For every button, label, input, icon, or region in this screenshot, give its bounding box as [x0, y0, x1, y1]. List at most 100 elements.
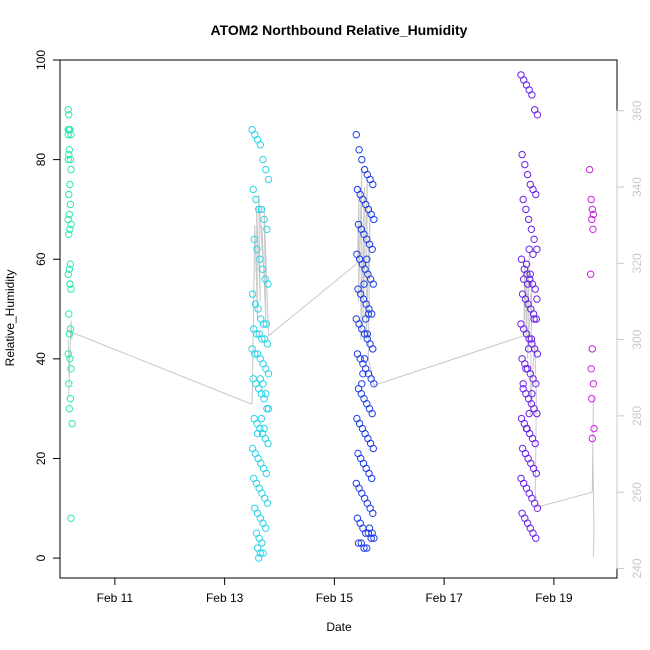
data-point	[532, 315, 540, 323]
data-point	[256, 549, 264, 557]
data-point	[249, 185, 257, 194]
y2-tick-label: 360	[630, 100, 644, 120]
data-point	[262, 165, 270, 174]
data-point	[260, 424, 268, 433]
data-point	[533, 504, 542, 512]
data-point	[262, 390, 270, 398]
data-point	[524, 454, 532, 463]
data-point	[588, 434, 596, 443]
data-point	[530, 235, 538, 244]
data-point	[588, 205, 596, 214]
data-point	[262, 320, 270, 328]
data-point	[264, 405, 273, 413]
data-point	[254, 305, 262, 313]
data-point	[531, 439, 539, 448]
data-point	[533, 409, 541, 418]
data-point	[368, 310, 376, 318]
data-point	[256, 255, 264, 263]
y2-tick-label: 300	[630, 329, 644, 349]
scatter-points-group	[64, 71, 598, 562]
data-point	[250, 235, 259, 244]
data-point	[258, 265, 267, 273]
data-point	[67, 365, 75, 373]
data-point	[370, 534, 378, 542]
data-point	[264, 175, 273, 184]
data-point	[259, 380, 267, 388]
data-point	[264, 280, 272, 288]
data-point	[369, 345, 377, 353]
data-point	[256, 141, 264, 149]
x-axis-label: Date	[326, 620, 352, 634]
data-point	[370, 215, 378, 224]
data-point	[369, 180, 377, 189]
x-tick-label: Feb 11	[97, 591, 134, 605]
data-point	[522, 424, 531, 433]
y2-tick-label: 260	[630, 482, 644, 502]
data-point	[352, 131, 360, 139]
x-tick-label: Feb 13	[206, 591, 244, 605]
data-point	[66, 200, 75, 209]
data-point	[263, 225, 271, 234]
data-point	[253, 429, 262, 438]
data-point	[65, 210, 74, 219]
data-point	[363, 255, 371, 263]
data-point	[365, 405, 374, 413]
data-point	[258, 335, 266, 343]
data-point	[66, 180, 74, 189]
trace-segment-4	[356, 167, 374, 378]
data-point	[528, 390, 536, 398]
data-point	[590, 424, 598, 433]
data-point	[252, 479, 261, 488]
chart-title: ATOM2 Northbound Relative_Humidity	[211, 22, 468, 38]
data-point	[253, 509, 262, 517]
y-tick-label: 0	[34, 554, 48, 561]
data-point	[520, 275, 528, 283]
data-point	[64, 106, 72, 114]
trace-line-group	[67, 167, 595, 558]
data-point	[531, 285, 539, 293]
data-point	[255, 554, 263, 562]
data-point	[64, 131, 72, 139]
data-point	[528, 91, 536, 99]
data-point	[355, 146, 363, 154]
trace-segment-1	[70, 331, 253, 405]
data-point	[262, 524, 270, 532]
data-point	[263, 340, 272, 348]
data-point	[589, 225, 597, 234]
data-point	[260, 215, 268, 224]
data-point	[259, 155, 267, 164]
data-point	[66, 280, 74, 288]
data-point	[360, 544, 368, 552]
data-point	[532, 190, 540, 199]
data-point	[251, 350, 259, 358]
data-point	[524, 345, 533, 353]
data-point	[587, 365, 595, 373]
x-tick-label: Feb 15	[316, 591, 354, 605]
data-point	[253, 245, 261, 254]
data-point	[519, 195, 527, 204]
y-tick-label: 100	[34, 50, 48, 70]
data-point	[65, 190, 73, 199]
data-point	[67, 285, 75, 293]
data-point	[66, 225, 74, 234]
data-point	[369, 280, 377, 288]
data-point	[517, 255, 526, 263]
data-point	[360, 355, 369, 363]
y2-tick-label: 320	[630, 253, 644, 273]
data-point	[589, 380, 598, 388]
data-point	[518, 509, 526, 517]
y-tick-label: 40	[34, 352, 48, 366]
data-point	[68, 419, 76, 428]
data-point	[65, 330, 74, 338]
data-point	[522, 205, 530, 214]
data-point	[363, 330, 371, 338]
data-point	[65, 265, 74, 273]
data-point	[358, 155, 366, 164]
data-point	[519, 380, 527, 388]
data-point	[359, 370, 367, 378]
data-point	[364, 310, 373, 318]
data-point	[254, 454, 262, 463]
data-point	[527, 335, 536, 343]
data-point	[67, 220, 75, 229]
